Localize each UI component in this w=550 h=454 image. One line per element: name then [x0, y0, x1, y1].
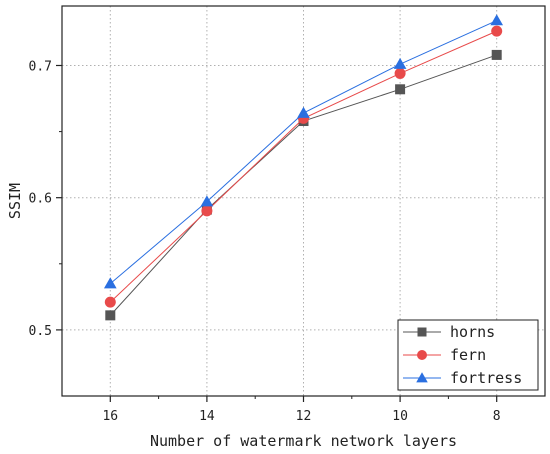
series-line-horns: [109, 54, 497, 316]
data-point-fern: [201, 205, 213, 217]
data-point-horns: [105, 310, 116, 321]
x-tick-label: 12: [296, 409, 312, 424]
data-point-fern: [104, 296, 116, 308]
y-tick-label: 0.6: [29, 192, 52, 207]
data-point-fortress: [393, 57, 407, 69]
x-tick-label: 16: [102, 409, 118, 424]
data-point-fern: [491, 25, 503, 37]
data-point-horns: [491, 49, 502, 60]
x-axis: 16 14 12 10 8: [102, 396, 501, 424]
x-tick-label: 8: [493, 409, 501, 424]
data-point-fortress: [200, 195, 214, 207]
legend-label: horns: [450, 323, 495, 341]
series-layer: [103, 14, 504, 321]
data-point-fern: [394, 67, 406, 79]
legend-marker-square-icon: [417, 327, 427, 337]
legend-item-fortress: fortress: [403, 369, 522, 387]
y-tick-label: 0.5: [29, 324, 52, 339]
y-axis-title: SSIM: [6, 183, 24, 219]
series-line-fortress: [109, 20, 497, 285]
legend-marker-circle-icon: [417, 350, 427, 360]
y-axis: 0.5 0.6 0.7: [29, 59, 62, 339]
data-point-fortress: [297, 106, 310, 118]
y-tick-label: 0.7: [29, 59, 52, 74]
legend-label: fortress: [450, 369, 522, 387]
data-point-fortress: [103, 277, 117, 289]
series-fortress: [103, 14, 504, 289]
legend-marker-triangle-icon: [416, 372, 428, 383]
x-axis-title: Number of watermark network layers: [150, 432, 457, 450]
legend-item-horns: horns: [403, 323, 495, 341]
legend: horns fern fortress: [397, 319, 539, 391]
x-tick-label: 14: [199, 409, 215, 424]
data-point-horns: [395, 84, 406, 95]
data-point-fortress: [490, 14, 504, 26]
x-tick-label: 10: [392, 409, 408, 424]
legend-label: fern: [450, 346, 486, 364]
legend-item-fern: fern: [403, 346, 486, 364]
